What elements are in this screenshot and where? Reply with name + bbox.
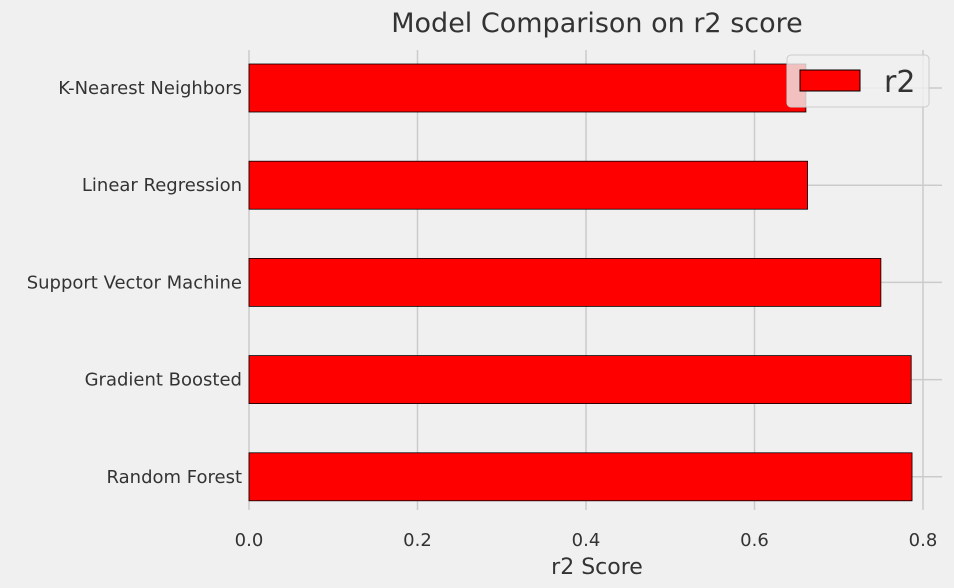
x-tick-label: 0.0 <box>235 530 264 551</box>
bar <box>248 160 808 210</box>
bar <box>248 257 882 307</box>
category-labels: K-Nearest Neighbors Linear Regression Supp… <box>27 78 242 488</box>
x-tick-label: 0.2 <box>403 530 432 551</box>
chart-title: Model Comparison on r2 score <box>391 8 803 39</box>
category-label: Gradient Boosted <box>85 370 242 391</box>
category-label: Linear Regression <box>82 175 242 196</box>
category-label: Support Vector Machine <box>27 272 242 293</box>
bar <box>248 452 913 502</box>
category-label: K-Nearest Neighbors <box>58 78 242 99</box>
bar <box>248 355 912 405</box>
legend-label: r2 <box>884 65 915 100</box>
x-tick-label: 0.4 <box>572 530 601 551</box>
category-label: Random Forest <box>107 467 242 488</box>
legend: r2 <box>786 54 930 108</box>
legend-swatch <box>799 69 861 92</box>
bar <box>248 63 807 113</box>
x-tick-label: 0.6 <box>740 530 769 551</box>
x-tick-labels: 0.0 0.2 0.4 0.6 0.8 <box>235 530 938 551</box>
x-tick-label: 0.8 <box>909 530 938 551</box>
x-axis-title: r2 Score <box>551 555 643 580</box>
bars <box>248 63 913 502</box>
